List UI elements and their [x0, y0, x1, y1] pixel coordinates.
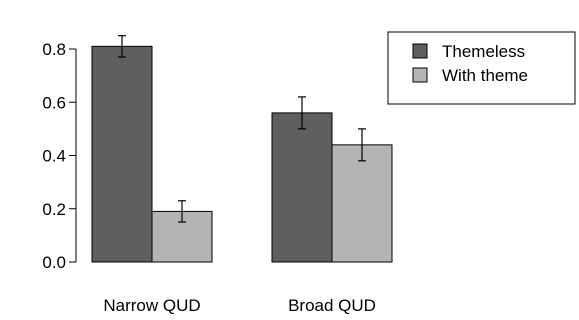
error-bar-broad-qud-with-theme — [358, 128, 366, 162]
y-tick-label: 0.0 — [42, 253, 66, 272]
legend-label-with-theme: With theme — [442, 66, 528, 85]
bar-broad-qud-with-theme — [331, 144, 393, 263]
y-axis: 0.0 0.2 0.4 0.6 0.8 — [42, 40, 77, 272]
x-axis-labels: Narrow QUD Broad QUD — [103, 296, 376, 315]
y-tick-label: 0.8 — [42, 40, 66, 59]
legend-swatch-with-theme — [412, 67, 428, 83]
error-bar-narrow-qud-with-theme — [178, 200, 186, 223]
error-bar-narrow-qud-themeless — [118, 35, 126, 58]
bar-narrow-qud-themeless — [91, 45, 153, 263]
error-bar-broad-qud-themeless — [298, 96, 306, 130]
error-bars-layer — [118, 35, 366, 223]
y-tick-label: 0.2 — [42, 200, 66, 219]
bars-layer — [91, 45, 393, 263]
legend: Themeless With theme — [387, 31, 576, 105]
legend-label-themeless: Themeless — [442, 42, 525, 61]
x-category-label: Broad QUD — [288, 296, 376, 315]
y-tick-label: 0.6 — [42, 93, 66, 112]
x-category-label: Narrow QUD — [103, 296, 200, 315]
y-tick-label: 0.4 — [42, 147, 66, 166]
legend-swatch-themeless — [412, 43, 428, 59]
bar-broad-qud-themeless — [271, 112, 333, 263]
